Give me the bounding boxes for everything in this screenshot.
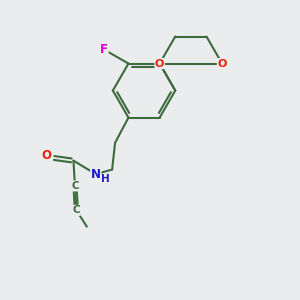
Text: O: O bbox=[42, 149, 52, 162]
Text: C: C bbox=[73, 205, 80, 215]
Text: C: C bbox=[71, 181, 79, 191]
Text: H: H bbox=[101, 174, 110, 184]
Text: O: O bbox=[218, 58, 227, 68]
Text: O: O bbox=[155, 58, 164, 68]
Text: N: N bbox=[91, 168, 101, 181]
Text: F: F bbox=[100, 43, 108, 56]
